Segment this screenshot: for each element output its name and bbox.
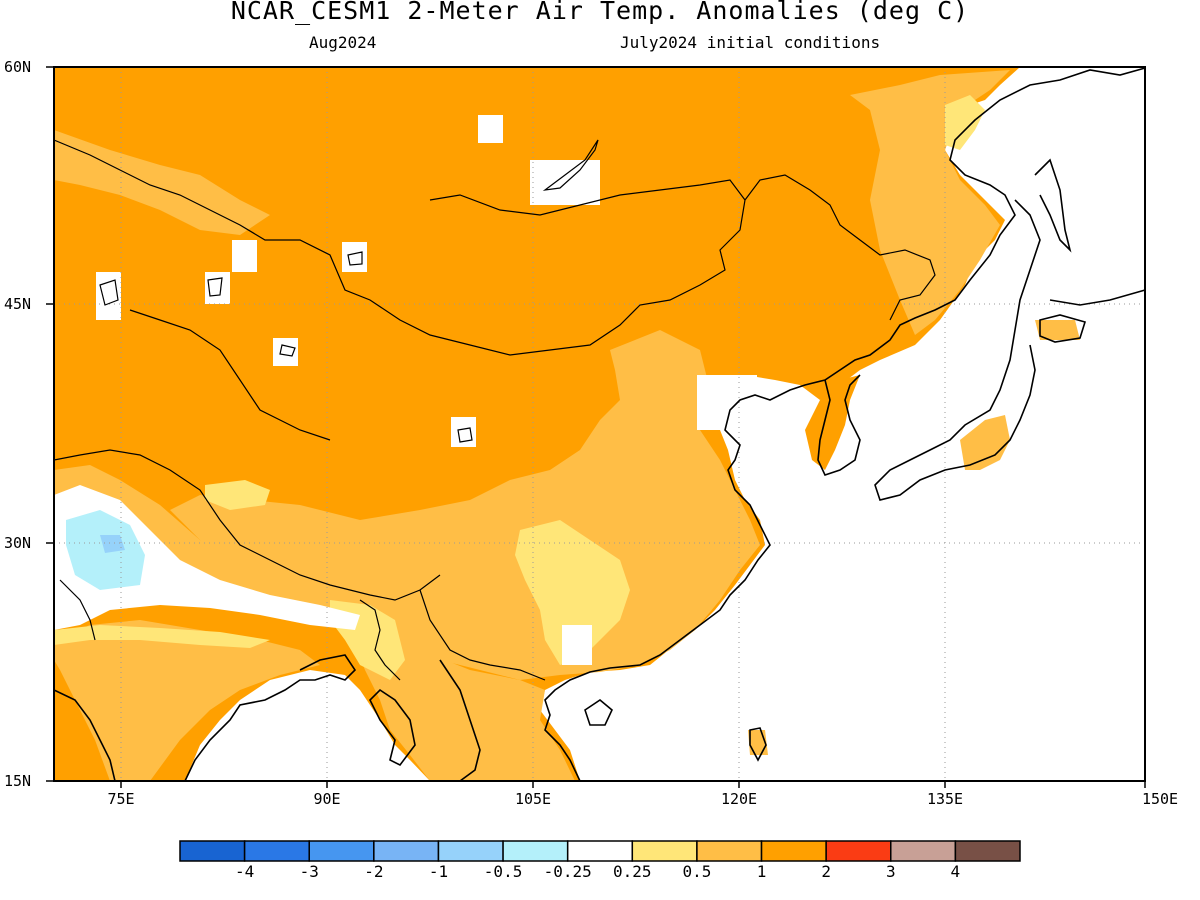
far-east-anomaly-0-5-1 <box>850 70 1010 335</box>
lon-label-120e: 120E <box>720 790 758 808</box>
kamchatka-coast-anomaly-0-25-0-5 <box>945 95 985 150</box>
colorbar-swatch <box>825 840 892 862</box>
lon-label-75e: 75E <box>107 790 135 808</box>
country-borders <box>54 139 936 681</box>
colorbar-tick-label: 0.25 <box>613 862 652 881</box>
japan-anomaly-patch <box>960 415 1010 470</box>
siberia-anomaly-0-5-1 <box>54 130 270 235</box>
india-anomaly-0-5-1 <box>54 620 320 781</box>
pearl-river-mask <box>562 625 592 665</box>
colorbar-tick-label: 0.5 <box>682 862 712 881</box>
coastlines <box>54 67 1145 781</box>
south-china-anomaly-0-25-0-5 <box>515 520 630 665</box>
lake-mask <box>273 338 298 366</box>
lat-label-60n: 60N <box>4 58 32 76</box>
colorbar-swatch <box>890 840 957 862</box>
lake-baikal-mask <box>530 160 600 205</box>
north-india-anomaly-0-25-0-5 <box>54 625 270 648</box>
colorbar-swatch <box>308 840 375 862</box>
colorbar-swatch <box>243 840 310 862</box>
colorbar-swatch <box>696 840 763 862</box>
colorbar-tick-label: 3 <box>885 862 896 881</box>
initial-conditions: July2024 initial conditions <box>620 33 881 52</box>
lat-label-15n: 15N <box>4 772 32 790</box>
hokkaido-anomaly-patch <box>1035 320 1080 340</box>
graticule <box>54 67 1145 781</box>
colorbar-swatch <box>566 840 634 862</box>
colorbar-swatch <box>373 840 440 862</box>
axis-ticks <box>46 66 1146 788</box>
southeast-asia-anomaly-0-5-1 <box>355 620 575 781</box>
map-title: NCAR_CESM1 2-Meter Air Temp. Anomalies (… <box>230 0 970 25</box>
colorbar-swatch <box>631 840 698 862</box>
lake-outlines <box>99 139 599 443</box>
lake-mask <box>232 240 257 272</box>
lake-mask <box>451 417 476 447</box>
forecast-month: Aug2024 <box>309 33 377 52</box>
lon-label-135e: 135E <box>926 790 964 808</box>
colorbar-tick-label: -3 <box>299 862 319 881</box>
lat-label-30n: 30N <box>4 534 32 552</box>
neutral-anomaly-region <box>54 485 360 630</box>
cool-anomaly-neg-1-neg-0-5 <box>100 535 125 553</box>
colorbar-tick-label: 1 <box>756 862 767 881</box>
tibet-anomaly-0-25-0-5 <box>205 480 270 510</box>
colorbar <box>179 840 1021 862</box>
colorbar-swatch <box>760 840 827 862</box>
himalaya-anomaly-0-5-1 <box>54 465 360 620</box>
lon-label-105e: 105E <box>514 790 552 808</box>
colorbar-swatch <box>502 840 569 862</box>
colorbar-tick-label: -4 <box>234 862 255 881</box>
colorbar-tick-label: -2 <box>364 862 384 881</box>
colorbar-swatch <box>437 840 504 862</box>
colorbar-tick-label: -1 <box>428 862 449 881</box>
lake-mask <box>342 242 367 272</box>
colorbar-tick-label: 2 <box>821 862 831 881</box>
lake-mask <box>478 115 503 143</box>
colorbar-tick-label: 4 <box>950 862 961 881</box>
colorbar-swatch <box>179 840 246 862</box>
lon-label-90e: 90E <box>313 790 341 808</box>
colorbar-tick-label: -0.5 <box>483 862 523 881</box>
colorbar-tick-label: -0.25 <box>543 862 592 881</box>
lon-label-150e: 150E <box>1141 790 1179 808</box>
lat-label-45n: 45N <box>4 295 32 313</box>
colorbar-swatch <box>954 840 1021 862</box>
map-frame <box>53 66 1146 782</box>
